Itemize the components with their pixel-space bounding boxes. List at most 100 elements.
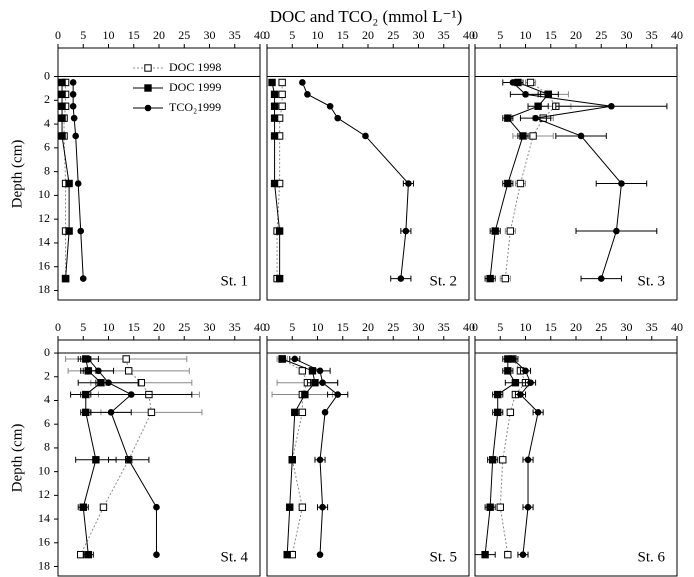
y-tick-label: 4 [44, 392, 50, 406]
marker [278, 90, 286, 99]
x-tick-label: 15 [337, 28, 349, 42]
x-tick-label: 35 [438, 320, 450, 334]
marker [608, 102, 615, 110]
legend-marker [144, 104, 152, 112]
marker [65, 179, 73, 188]
plot-frame [266, 47, 470, 301]
marker [122, 355, 130, 363]
x-tick-label: 25 [595, 320, 607, 334]
x-tick-label: 30 [413, 320, 425, 334]
marker [509, 79, 517, 86]
marker [278, 78, 286, 87]
marker [534, 409, 542, 416]
marker [268, 78, 276, 87]
plot-frame [474, 47, 678, 301]
marker [275, 274, 284, 283]
y-tick-label: 6 [44, 416, 50, 430]
x-tick-label: 20 [153, 28, 165, 42]
marker [488, 456, 497, 464]
legend-marker [144, 64, 152, 72]
marker [95, 367, 102, 375]
marker [291, 408, 299, 417]
marker [544, 90, 552, 99]
marker [77, 227, 85, 235]
x-tick-label: 30 [204, 28, 216, 42]
marker [79, 503, 87, 511]
x-tick-label: 40 [463, 28, 475, 42]
marker [504, 114, 512, 122]
marker [316, 551, 324, 558]
marker [481, 550, 489, 559]
marker [506, 408, 515, 417]
marker [58, 132, 66, 140]
y-tick-label: 12 [38, 487, 50, 501]
marker [397, 275, 405, 282]
y-axis-label: Depth (cm) [9, 140, 25, 209]
marker [125, 456, 132, 464]
marker [516, 179, 525, 188]
marker [527, 379, 534, 386]
marker [494, 390, 502, 399]
marker [532, 114, 539, 122]
marker [107, 409, 115, 416]
y-tick-label: 4 [44, 116, 50, 130]
station-label: St. 3 [637, 273, 665, 289]
x-tick-label: 0 [472, 320, 478, 334]
marker [72, 132, 79, 140]
marker [326, 102, 334, 110]
x-tick-label: 20 [570, 320, 582, 334]
x-tick-label: 35 [229, 28, 241, 42]
marker [105, 379, 112, 386]
marker [99, 503, 108, 511]
marker [486, 503, 494, 511]
marker [613, 227, 620, 235]
marker [283, 550, 291, 559]
marker [298, 503, 307, 511]
marker [321, 409, 329, 416]
legend-label: DOC 1998 [169, 60, 221, 74]
marker [58, 78, 66, 87]
legend-label: DOC 1999 [169, 80, 221, 94]
marker [486, 274, 494, 283]
x-tick-label: 15 [337, 320, 349, 334]
marker [65, 227, 73, 235]
x-tick-label: 0 [55, 28, 61, 42]
x-tick-label: 25 [595, 28, 607, 42]
marker [74, 180, 82, 187]
x-tick-label: 35 [438, 28, 450, 42]
station-label: St. 1 [220, 273, 248, 289]
x-tick-label: 0 [55, 320, 61, 334]
x-tick-label: 5 [497, 28, 503, 42]
x-tick-label: 20 [570, 28, 582, 42]
marker [153, 503, 160, 511]
marker [511, 378, 520, 387]
marker [597, 275, 605, 282]
marker [69, 79, 77, 86]
marker [499, 456, 507, 464]
y-tick-label: 2 [44, 369, 50, 383]
marker [496, 503, 504, 511]
marker [270, 179, 279, 188]
marker [577, 132, 585, 140]
x-tick-label: 15 [128, 28, 140, 42]
x-tick-label: 10 [103, 320, 115, 334]
marker [517, 391, 524, 398]
marker [316, 456, 324, 464]
series-line [301, 82, 409, 279]
marker [61, 274, 70, 283]
marker [291, 355, 299, 363]
x-tick-label: 10 [312, 28, 324, 42]
marker [316, 367, 324, 375]
x-tick-label: 10 [520, 320, 532, 334]
x-tick-label: 25 [178, 28, 190, 42]
marker [84, 550, 92, 559]
marker [275, 227, 284, 235]
marker [298, 367, 307, 375]
x-tick-label: 40 [463, 320, 475, 334]
series-line [80, 358, 152, 555]
x-tick-label: 10 [312, 320, 324, 334]
y-tick-label: 8 [44, 163, 50, 177]
y-axis-label: Depth (cm) [9, 424, 25, 493]
x-tick-label: 40 [671, 28, 683, 42]
